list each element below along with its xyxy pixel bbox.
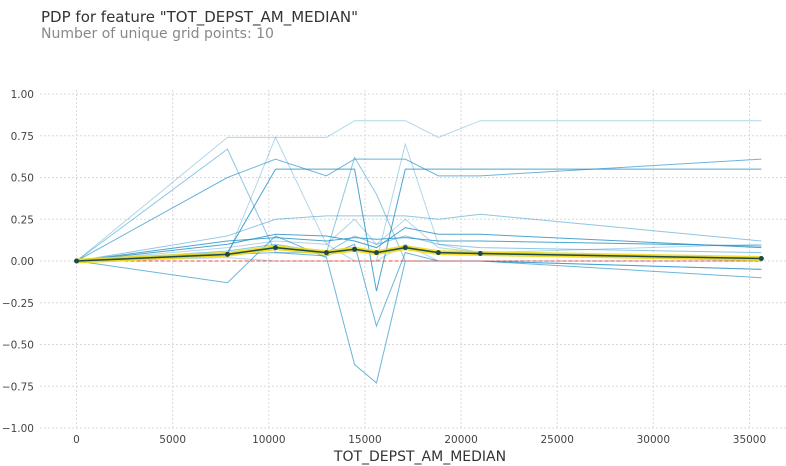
pdp-point [373,250,379,256]
x-tick-label: 30000 [637,434,670,446]
pdp-point [758,255,764,261]
ice-line [76,158,762,262]
x-tick-label: 20000 [444,434,477,446]
pdp-line [76,246,762,262]
chart-title: PDP for feature "TOT_DEPST_AM_MEDIAN" [41,8,358,26]
y-tick-label: −0.75 [2,381,34,393]
x-tick-label: 5000 [159,434,186,446]
x-tick-label: 0 [73,434,80,446]
y-tick-label: −0.25 [2,298,34,310]
x-axis: 0 5000 10000 15000 20000 25000 30000 35000 [73,434,766,446]
ice-line [76,168,762,292]
y-tick-label: −1.00 [2,423,34,435]
y-tick-label: −0.50 [2,340,34,352]
pdp-point [352,246,358,252]
ice-line [76,218,762,262]
y-axis: 1.00 0.75 0.50 0.25 0.00 −0.25 −0.50 −0.75 −1.00 [2,89,34,435]
y-tick-label: 0.25 [11,214,34,226]
pdp-point [74,258,80,264]
ice-line [76,237,762,262]
x-tick-label: 35000 [733,434,766,446]
pdp-point [224,251,230,257]
x-tick-label: 10000 [252,434,285,446]
pdp-line-group [74,245,764,264]
x-tick-label: 15000 [348,434,381,446]
pdp-point [402,245,408,251]
y-tick-label: 0.75 [11,131,34,143]
pdp-point [323,250,329,256]
y-tick-label: 1.00 [11,89,34,101]
x-axis-label: TOT_DEPST_AM_MEDIAN [333,449,506,465]
chart-subtitle: Number of unique grid points: 10 [41,26,274,42]
ice-line [76,213,762,262]
pdp-point [273,245,279,251]
pdp-point [477,250,483,256]
pdp-point [435,250,441,256]
ice-line [76,235,762,262]
y-tick-label: 0.50 [11,173,34,185]
y-tick-label: 0.00 [11,256,34,268]
x-tick-label: 25000 [540,434,573,446]
ice-line [76,120,762,262]
